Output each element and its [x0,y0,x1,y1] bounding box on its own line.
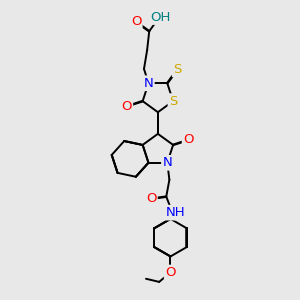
Text: O: O [131,15,141,28]
Text: S: S [169,94,177,108]
Text: OH: OH [151,11,171,24]
Text: S: S [173,63,182,76]
Text: N: N [144,77,153,90]
Text: O: O [165,266,176,279]
Text: O: O [146,192,157,205]
Text: O: O [121,100,132,113]
Text: N: N [162,156,172,169]
Text: O: O [183,134,194,146]
Text: NH: NH [166,206,185,219]
